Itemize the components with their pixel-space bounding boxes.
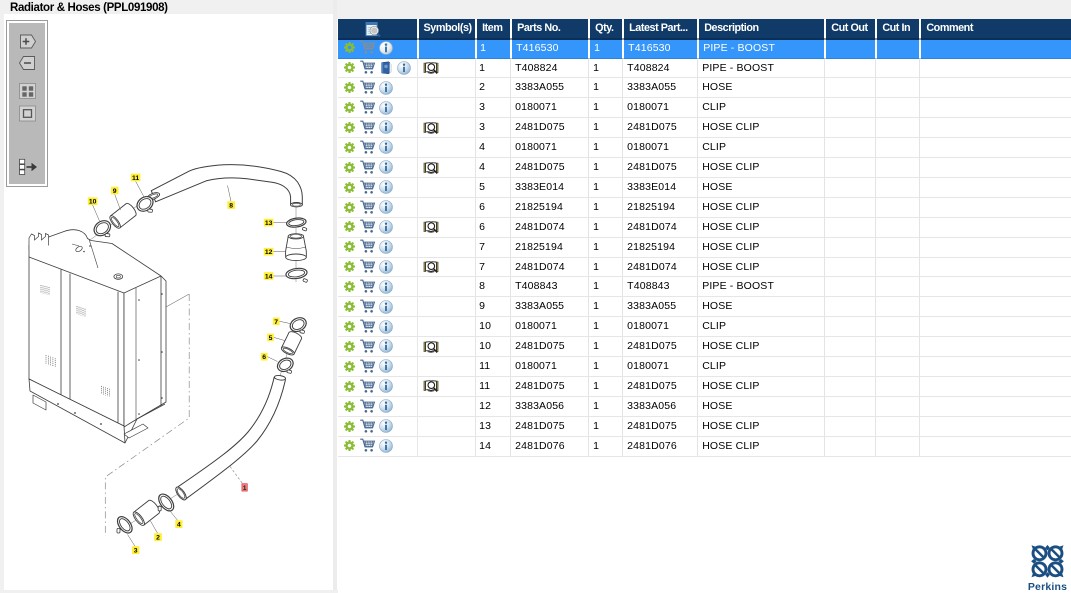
svg-text:7: 7 [274, 319, 278, 326]
svg-text:2: 2 [156, 535, 160, 542]
svg-text:4: 4 [177, 522, 181, 529]
svg-text:3: 3 [134, 548, 138, 555]
svg-text:5: 5 [269, 335, 273, 342]
svg-text:Perkins: Perkins [1028, 581, 1067, 593]
svg-text:12: 12 [265, 249, 273, 256]
svg-text:1: 1 [243, 485, 247, 492]
svg-text:6: 6 [262, 354, 266, 361]
svg-text:9: 9 [113, 188, 117, 195]
svg-text:13: 13 [265, 220, 273, 227]
svg-text:14: 14 [265, 274, 273, 281]
svg-text:8: 8 [229, 203, 233, 210]
svg-text:10: 10 [89, 199, 97, 206]
svg-text:11: 11 [132, 175, 139, 182]
